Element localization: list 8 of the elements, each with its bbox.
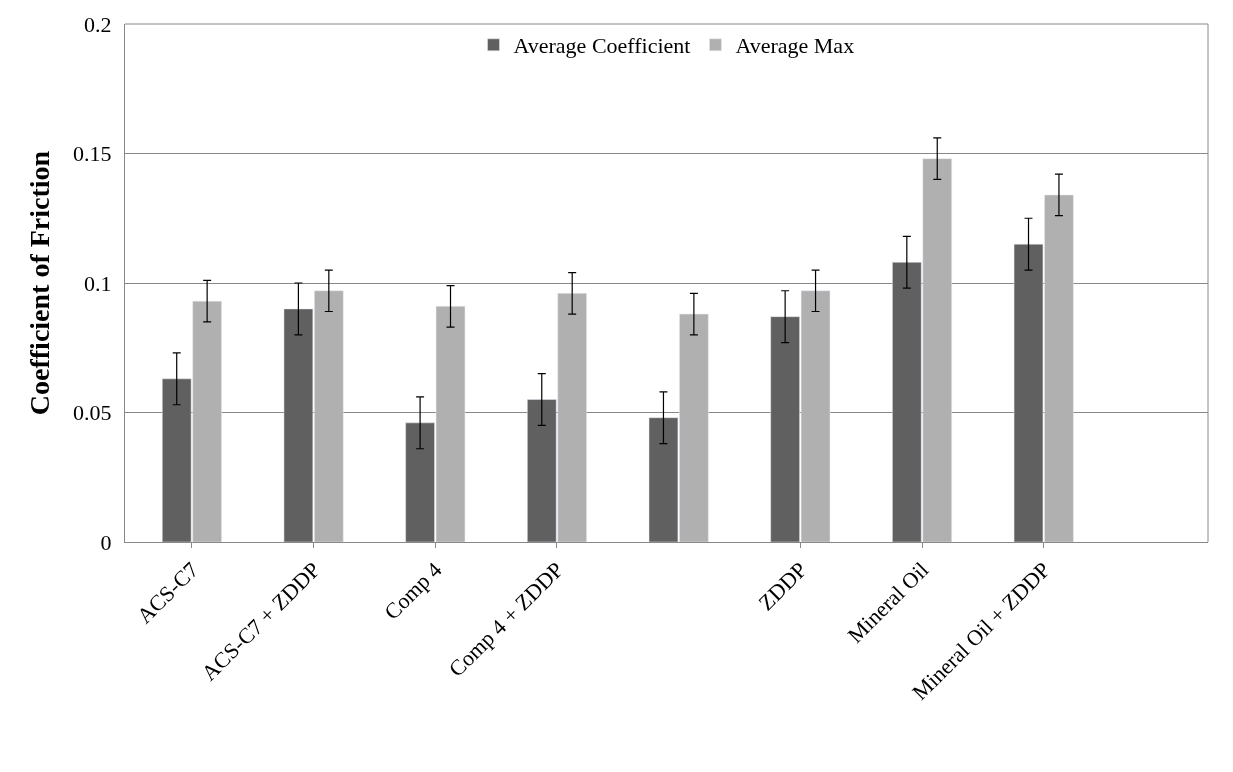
y-tick-label: 0.15 [73,141,112,167]
legend-label: Average Max [735,33,855,59]
legend-label: Average Coefficient [513,33,691,59]
y-tick-label: 0.2 [84,11,112,37]
y-tick-label: 0.05 [73,400,112,426]
y-axis-title: Coefficient of Friction [23,150,55,416]
y-tick-label: 0 [100,529,112,555]
y-tick-label: 0.1 [84,270,112,296]
